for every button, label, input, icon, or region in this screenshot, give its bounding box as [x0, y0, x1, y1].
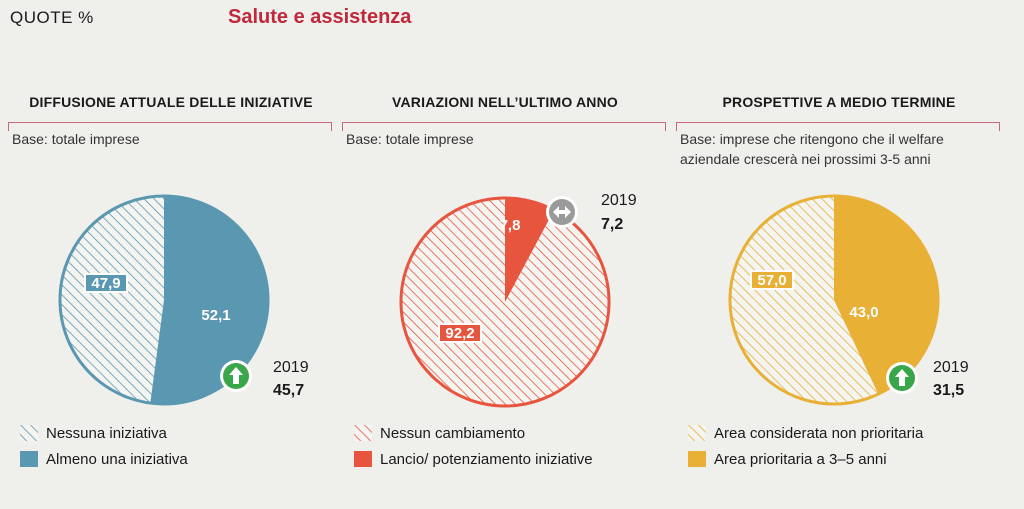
svg-text:7,8: 7,8: [500, 217, 521, 234]
legend-item: Almeno una iniziativa: [20, 446, 188, 472]
pie-slice: [150, 196, 268, 404]
data-label: 47,9: [84, 273, 128, 293]
trend-up-icon: [886, 362, 918, 394]
data-label: 7,8: [500, 217, 521, 234]
comparison-year: 2019: [601, 192, 637, 209]
panel-prospettive: PROSPETTIVE A MEDIO TERMINE Base: impres…: [674, 0, 1004, 509]
legend-label: Lancio/ potenziamento iniziative: [380, 450, 593, 468]
pie-slice: [505, 198, 554, 302]
comparison-value: 7,2: [601, 216, 624, 233]
data-label: 52,1: [201, 307, 230, 324]
pie-chart: 57,0 43,0: [728, 194, 940, 406]
legend-swatch-solid: [20, 451, 38, 467]
legend-swatch-solid: [354, 451, 372, 467]
legend: Area considerata non prioritaria Area pr…: [688, 420, 923, 472]
legend: Nessuna iniziativa Almeno una iniziativa: [20, 420, 188, 472]
trend-up-icon: [220, 360, 252, 392]
svg-text:92,2: 92,2: [445, 325, 474, 342]
legend: Nessun cambiamento Lancio/ potenziamento…: [354, 420, 593, 472]
chart-base-note: Base: imprese che ritengono che il welfa…: [680, 131, 944, 167]
svg-text:52,1: 52,1: [201, 307, 230, 324]
comparison-value: 45,7: [273, 382, 305, 399]
pie-chart: 47,9 52,1: [58, 194, 270, 406]
trend-stable-icon: [546, 196, 578, 228]
legend-label: Nessun cambiamento: [380, 424, 526, 442]
pie-chart: 92,2 7,8: [399, 196, 611, 408]
page-title: Salute e assistenza: [228, 6, 412, 28]
chart-title: PROSPETTIVE A MEDIO TERMINE: [722, 94, 956, 110]
comparison-value: 31,5: [933, 382, 965, 399]
legend-swatch-hatched: [354, 425, 372, 441]
legend-label: Area prioritaria a 3–5 anni: [714, 450, 887, 468]
panel-divider: [8, 122, 332, 131]
chart-base-note: Base: totale imprese: [12, 131, 140, 147]
comparison-year: 2019: [273, 359, 309, 376]
comparison-year: 2019: [933, 359, 969, 376]
chart-base-note: Base: totale imprese: [346, 131, 474, 147]
pie-outline: [58, 194, 270, 406]
unit-label: QUOTE %: [10, 8, 94, 27]
data-label: 43,0: [849, 304, 878, 321]
chart-title: VARIAZIONI NELL’ULTIMO ANNO: [391, 94, 619, 110]
panel-diffusione: DIFFUSIONE ATTUALE DELLE INIZIATIVE Base…: [6, 0, 336, 509]
legend-label: Nessuna iniziativa: [46, 424, 167, 442]
legend-item: Lancio/ potenziamento iniziative: [354, 446, 593, 472]
legend-item: Nessun cambiamento: [354, 420, 593, 446]
legend-swatch-hatched: [20, 425, 38, 441]
panel-divider: [342, 122, 666, 131]
legend-swatch-solid: [688, 451, 706, 467]
pie-slice: [834, 196, 938, 395]
pie-slice: [730, 196, 879, 404]
pie-outline: [399, 196, 611, 408]
legend-item: Nessuna iniziativa: [20, 420, 188, 446]
data-label: 92,2: [438, 323, 482, 343]
svg-text:43,0: 43,0: [849, 304, 878, 321]
legend-label: Area considerata non prioritaria: [714, 424, 924, 442]
pie-slice: [59, 196, 164, 404]
legend-item: Area considerata non prioritaria: [688, 420, 923, 446]
panel-divider: [676, 122, 1000, 131]
chart-title: DIFFUSIONE ATTUALE DELLE INIZIATIVE: [29, 94, 313, 110]
svg-text:57,0: 57,0: [757, 272, 786, 289]
legend-label: Almeno una iniziativa: [46, 450, 188, 468]
data-label: 57,0: [750, 270, 794, 290]
legend-swatch-hatched: [688, 425, 706, 441]
pie-outline: [728, 194, 940, 406]
svg-text:47,9: 47,9: [91, 275, 120, 292]
legend-item: Area prioritaria a 3–5 anni: [688, 446, 923, 472]
panel-variazioni: VARIAZIONI NELL’ULTIMO ANNO Base: totale…: [340, 0, 670, 509]
